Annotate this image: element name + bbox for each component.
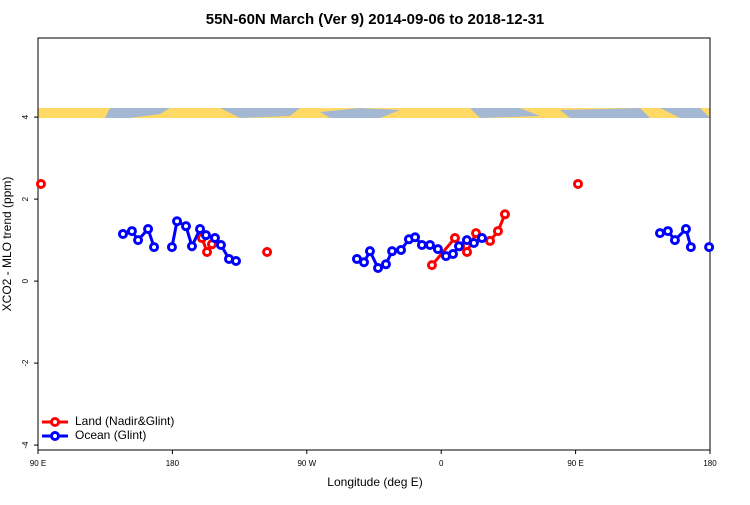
x-tick-label: 0 — [439, 459, 444, 468]
data-point — [447, 249, 458, 260]
data-point — [201, 230, 211, 241]
data-point — [453, 241, 464, 252]
data-point — [180, 221, 191, 232]
x-axis-label: Longitude (deg E) — [327, 475, 422, 489]
data-point — [499, 209, 510, 220]
y-axis-label: XCO2 - MLO trend (ppm) — [0, 177, 14, 312]
x-tick-label: 90 E — [30, 459, 46, 468]
x-tick-label: 180 — [166, 459, 180, 468]
legend-label: Land (Nadir&Glint) — [75, 414, 174, 428]
y-tick-label: 2 — [21, 196, 30, 201]
data-point — [396, 244, 407, 255]
x-tick-label: 90 E — [567, 459, 583, 468]
y-tick-label: 0 — [21, 278, 30, 283]
data-point — [704, 242, 715, 253]
data-point — [231, 256, 242, 267]
data-point — [476, 233, 487, 244]
data-point — [262, 246, 273, 257]
y-tick-label: 4 — [21, 114, 30, 119]
data-point — [669, 235, 680, 246]
data-point — [426, 260, 437, 271]
data-point — [126, 226, 137, 237]
chart-title: 55N-60N March (Ver 9) 2014-09-06 to 2018… — [206, 11, 545, 28]
data-point — [449, 233, 460, 244]
data-point — [35, 178, 46, 189]
data-point — [364, 246, 375, 257]
data-point — [358, 257, 369, 268]
data-point — [373, 262, 384, 273]
data-point — [470, 228, 481, 239]
data-point — [195, 224, 206, 235]
legend-marker — [50, 431, 60, 441]
y-tick-label: -2 — [21, 359, 30, 367]
data-point — [685, 242, 696, 253]
data-point — [462, 246, 473, 257]
data-point — [209, 233, 220, 244]
data-point — [133, 235, 144, 246]
data-point — [202, 246, 213, 257]
data-point — [572, 178, 583, 189]
data-point — [172, 216, 183, 227]
data-point — [215, 240, 226, 251]
data-point — [166, 242, 177, 253]
data-point — [468, 237, 479, 248]
data-point — [662, 226, 673, 237]
data-point — [387, 246, 398, 257]
data-point — [410, 232, 421, 243]
data-point — [654, 228, 665, 239]
data-point — [485, 235, 496, 246]
map-strip — [38, 108, 710, 118]
x-tick-label: 90 W — [297, 459, 316, 468]
data-point — [186, 241, 197, 252]
data-point — [432, 244, 443, 255]
data-point — [425, 240, 435, 251]
legend-marker — [50, 417, 60, 427]
x-tick-label: 180 — [703, 459, 717, 468]
data-point — [149, 242, 160, 253]
y-tick-label: -4 — [21, 441, 30, 449]
data-point — [117, 228, 128, 239]
data-point — [680, 224, 691, 235]
data-point — [380, 259, 391, 270]
data-point — [143, 224, 154, 235]
data-point — [416, 240, 427, 251]
data-point — [492, 226, 503, 237]
legend-label: Ocean (Glint) — [75, 428, 146, 442]
